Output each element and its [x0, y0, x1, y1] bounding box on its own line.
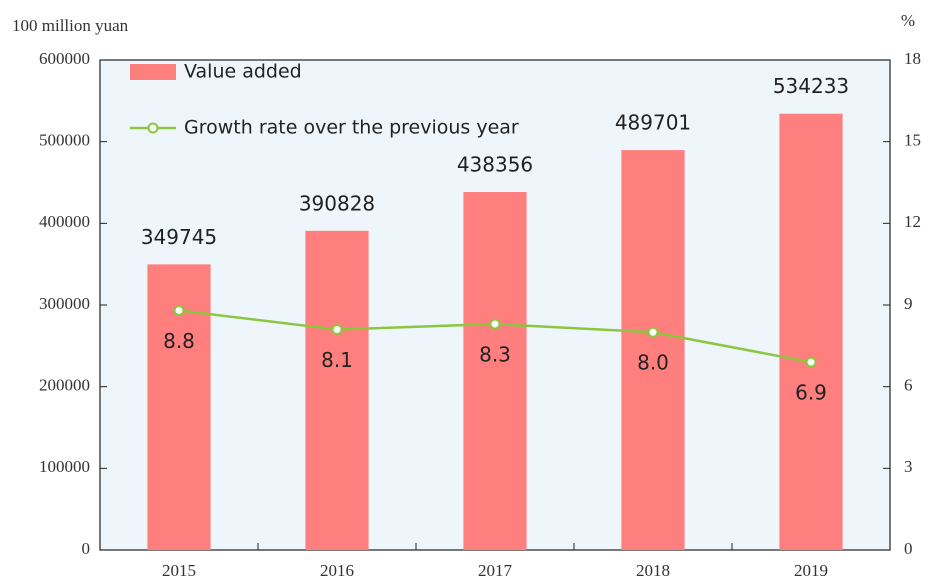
y2-tick-label: 18 — [904, 49, 921, 68]
x-tick-label: 2018 — [636, 561, 670, 580]
y-tick-label: 200000 — [39, 376, 90, 395]
line-label: 6.9 — [795, 381, 827, 405]
y-tick-label: 500000 — [39, 131, 90, 150]
bar — [621, 150, 685, 550]
legend-swatch — [130, 64, 176, 80]
y2-tick-label: 9 — [904, 294, 913, 313]
legend-label: Value added — [184, 61, 302, 83]
y2-tick-label: 3 — [904, 457, 913, 476]
y2-tick-label: 12 — [904, 212, 921, 231]
line-marker — [173, 304, 185, 316]
x-tick-label: 2015 — [162, 561, 196, 580]
bar-label: 349745 — [141, 225, 217, 249]
line-label: 8.3 — [479, 343, 511, 367]
bar-label: 438356 — [457, 153, 533, 177]
y-tick-label: 300000 — [39, 294, 90, 313]
bar — [779, 113, 843, 550]
y-tick-label: 100000 — [39, 457, 90, 476]
bar — [463, 192, 527, 550]
y-tick-label: 600000 — [39, 49, 90, 68]
x-tick-label: 2017 — [478, 561, 513, 580]
y-tick-label: 0 — [82, 539, 91, 558]
y2-tick-label: 6 — [904, 376, 913, 395]
x-tick-label: 2016 — [320, 561, 354, 580]
line-marker — [331, 324, 343, 335]
y-tick-label: 400000 — [39, 212, 90, 231]
y-axis-label: 100 million yuan — [12, 16, 129, 35]
bar-label: 489701 — [615, 111, 691, 135]
y2-tick-label: 15 — [904, 131, 921, 150]
line-label: 8.0 — [637, 351, 669, 375]
y2-tick-label: 0 — [904, 539, 913, 558]
x-tick-label: 2019 — [794, 561, 828, 580]
y2-axis-label: % — [901, 11, 915, 30]
bar-label: 390828 — [299, 191, 375, 215]
legend-label: Growth rate over the previous year — [184, 117, 519, 139]
legend-marker — [147, 122, 159, 134]
bar-label: 534233 — [773, 74, 849, 98]
line-label: 8.1 — [321, 348, 353, 372]
line-marker — [647, 326, 659, 338]
line-label: 8.8 — [163, 329, 195, 353]
bar — [305, 230, 369, 551]
line-marker — [805, 356, 817, 368]
line-marker — [489, 318, 501, 330]
